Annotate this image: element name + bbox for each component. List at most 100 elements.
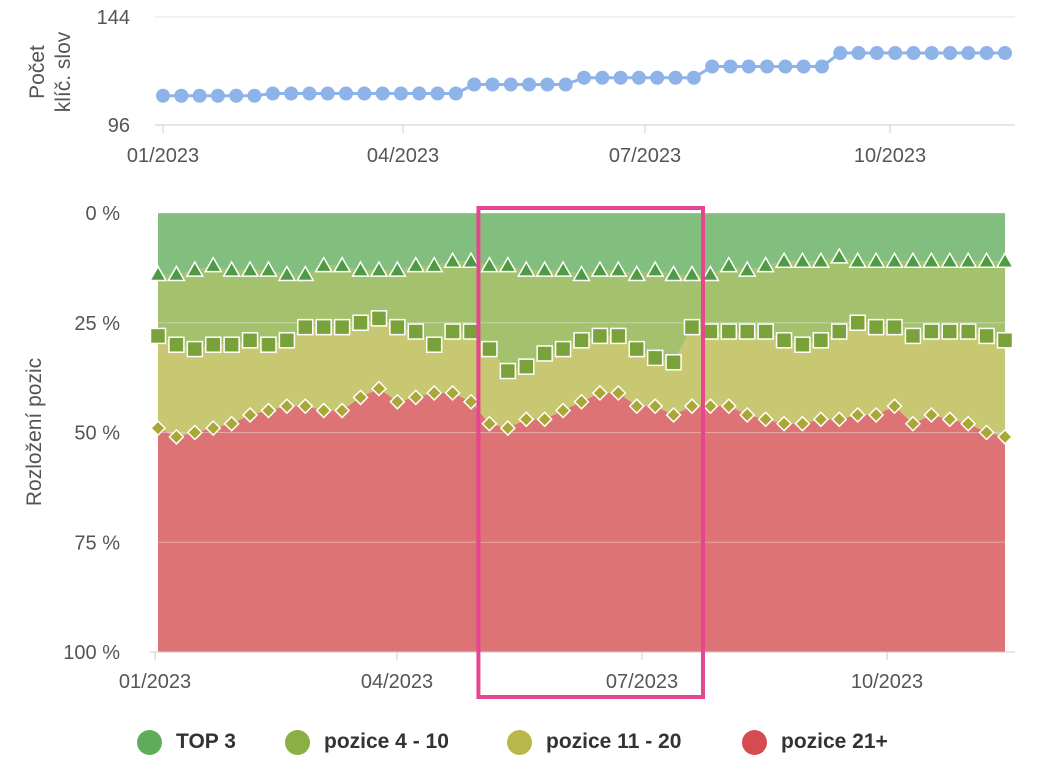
chart-svg: 96 144 01/2023 04/2023 07/2023 10/2023 Počet kl… [23, 7, 1015, 699]
marker-pozice-11-20 [242, 406, 259, 424]
legend-item-top3[interactable]: TOP 3 [137, 722, 236, 762]
top-series-point [979, 46, 994, 60]
marker-pozice-4-10 [646, 349, 664, 367]
marker-top3 [811, 251, 831, 269]
marker-pozice-11-20 [610, 384, 627, 402]
marker-pozice-4-10 [499, 362, 517, 380]
top-series-point [796, 59, 811, 74]
area-band-pozice-11-20 [158, 318, 1005, 437]
top-series-point [375, 86, 390, 101]
marker-top3 [995, 251, 1015, 269]
top-x-tick-label: 10/2023 [854, 145, 926, 167]
top-series-point [814, 59, 829, 74]
marker-pozice-4-10 [702, 323, 719, 340]
marker-pozice-4-10 [315, 318, 332, 336]
legend-label-pozice-11-20: pozice 11 - 20 [546, 730, 682, 753]
top-series-point [284, 86, 299, 101]
marker-top3 [535, 260, 554, 277]
marker-pozice-4-10 [683, 318, 701, 336]
marker-pozice-4-10 [628, 340, 645, 358]
marker-pozice-11-20 [315, 402, 332, 419]
marker-top3 [259, 260, 278, 277]
marker-top3 [185, 260, 205, 277]
top-series-point [302, 86, 317, 101]
top-series-point [412, 86, 427, 101]
marker-pozice-4-10 [591, 327, 609, 345]
marker-pozice-11-20 [739, 406, 756, 424]
bottom-y-tick-label: 25 % [74, 313, 120, 335]
marker-top3 [314, 256, 334, 273]
top-series-point [503, 77, 518, 92]
marker-pozice-4-10 [223, 336, 240, 353]
marker-top3 [406, 256, 426, 273]
top-series-point [631, 70, 646, 85]
marker-pozice-11-20 [720, 398, 737, 415]
marker-pozice-11-20 [186, 424, 203, 441]
bottom-y-tick-label: 0 % [86, 203, 121, 225]
top-series-point [924, 46, 939, 60]
marker-pozice-4-10 [481, 340, 498, 358]
marker-top3 [627, 264, 647, 282]
marker-pozice-4-10 [536, 345, 553, 362]
marker-pozice-11-20 [702, 398, 719, 415]
top-series-point [998, 46, 1012, 60]
bottom-y-axis-title: Rozložení pozic [23, 358, 46, 506]
top-series-point [888, 46, 903, 60]
marker-top3 [922, 251, 941, 269]
top-series-point [705, 59, 720, 74]
marker-pozice-4-10 [462, 323, 480, 340]
marker-pozice-4-10 [444, 323, 461, 340]
top-series-point [741, 59, 756, 74]
legend-dot-top3 [137, 729, 162, 755]
legend-item-pozice-4-10[interactable]: pozice 4 - 10 [285, 722, 449, 762]
marker-pozice-11-20 [812, 411, 829, 428]
marker-top3 [848, 251, 867, 269]
marker-pozice-11-20 [775, 415, 793, 432]
marker-top3 [866, 251, 886, 269]
top-series-point [723, 59, 738, 74]
marker-pozice-11-20 [628, 398, 645, 415]
marker-top3 [590, 260, 610, 277]
top-series-point [467, 77, 482, 92]
top-x-tick-label: 04/2023 [367, 145, 439, 167]
top-series-point [540, 77, 555, 92]
marker-top3 [369, 260, 389, 277]
legend-dot-pozice-21 [742, 729, 767, 755]
marker-pozice-4-10 [886, 318, 903, 336]
marker-pozice-11-20 [591, 384, 608, 402]
marker-pozice-4-10 [959, 323, 977, 340]
marker-pozice-4-10 [425, 336, 443, 353]
marker-pozice-4-10 [794, 336, 811, 353]
top-series-point [174, 88, 189, 103]
marker-pozice-4-10 [278, 332, 296, 349]
top-series-point [833, 46, 848, 60]
legend-item-pozice-21[interactable]: pozice 21+ [742, 722, 888, 762]
top-series-point [265, 86, 280, 101]
marker-pozice-4-10 [720, 323, 738, 340]
marker-top3 [148, 264, 168, 282]
marker-pozice-11-20 [647, 398, 664, 415]
marker-pozice-4-10 [186, 340, 204, 358]
legend-item-pozice-11-20[interactable]: pozice 11 - 20 [507, 722, 681, 762]
bottom-y-tick-label: 50 % [74, 423, 120, 445]
top-series-point [430, 86, 445, 101]
marker-pozice-11-20 [426, 384, 443, 402]
marker-top3 [480, 256, 499, 273]
marker-pozice-11-20 [168, 428, 185, 445]
marker-pozice-11-20 [297, 398, 314, 415]
marker-top3 [167, 264, 186, 282]
marker-pozice-11-20 [260, 402, 277, 419]
top-series-point [522, 77, 537, 92]
top-series-point [851, 46, 866, 60]
marker-pozice-11-20 [849, 406, 866, 424]
marker-pozice-4-10 [996, 332, 1014, 349]
marker-top3 [296, 264, 315, 282]
top-series-point [192, 88, 207, 103]
top-series-point [339, 86, 354, 101]
marker-pozice-11-20 [886, 398, 903, 415]
marker-top3 [977, 251, 996, 269]
top-series-point [961, 46, 976, 60]
marker-pozice-4-10 [849, 314, 866, 331]
marker-pozice-11-20 [978, 424, 995, 441]
marker-pozice-4-10 [333, 318, 351, 336]
